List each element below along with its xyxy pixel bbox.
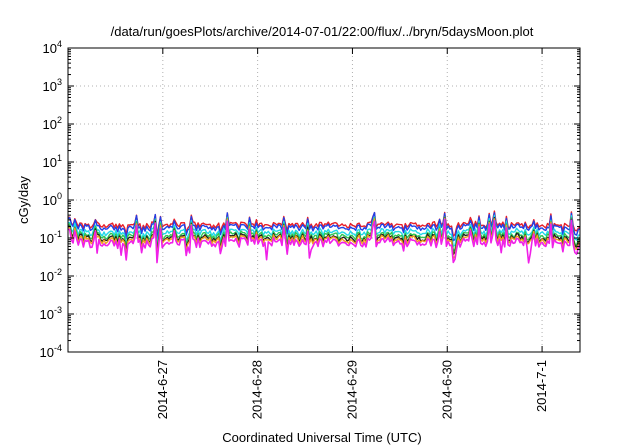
y-tick-label: 101 — [43, 153, 62, 170]
x-tick-label: 2014-6-29 — [344, 360, 359, 419]
y-tick-label: 10-4 — [40, 343, 62, 360]
y-tick-base: 10 — [40, 269, 54, 284]
series-line-magenta — [67, 218, 581, 264]
y-tick-base: 10 — [43, 155, 57, 170]
y-tick-base: 10 — [43, 41, 57, 56]
x-tick-label: 2014-6-30 — [439, 360, 454, 419]
y-tick-base: 10 — [40, 231, 54, 246]
x-tick-label: 2014-7-1 — [534, 360, 549, 412]
y-tick-exponent: 3 — [57, 77, 62, 87]
y-tick-label: 10-2 — [40, 267, 62, 284]
grid-lines — [68, 48, 580, 352]
y-axis-label: cGy/day — [16, 176, 31, 224]
series-lines — [67, 210, 581, 264]
y-tick-exponent: 4 — [57, 39, 62, 49]
y-tick-base: 10 — [40, 345, 54, 360]
x-tick-label: 2014-6-27 — [155, 360, 170, 419]
chart-title: /data/run/goesPlots/archive/2014-07-01/2… — [111, 24, 534, 39]
y-tick-base: 10 — [40, 307, 54, 322]
y-tick-exponent: -2 — [54, 267, 62, 277]
y-tick-label: 104 — [43, 39, 62, 56]
y-tick-label: 103 — [43, 77, 62, 94]
y-tick-label: 100 — [43, 191, 62, 208]
y-tick-exponent: 2 — [57, 115, 62, 125]
y-tick-exponent: -3 — [54, 305, 62, 315]
x-axis-label: Coordinated Universal Time (UTC) — [222, 430, 421, 445]
y-tick-label: 102 — [43, 115, 62, 132]
y-tick-base: 10 — [43, 79, 57, 94]
x-ticks: 2014-6-27 2014-6-28 2014-6-29 2014-6-30 2014… — [155, 48, 549, 419]
y-tick-exponent: -4 — [54, 343, 62, 353]
y-tick-base: 10 — [43, 193, 57, 208]
y-tick-exponent: -1 — [54, 229, 62, 239]
y-tick-exponent: 0 — [57, 191, 62, 201]
y-tick-base: 10 — [43, 117, 57, 132]
x-tick-label: 2014-6-28 — [250, 360, 265, 419]
y-tick-label: 10-3 — [40, 305, 62, 322]
y-tick-label: 10-1 — [40, 229, 62, 246]
y-tick-exponent: 1 — [57, 153, 62, 163]
